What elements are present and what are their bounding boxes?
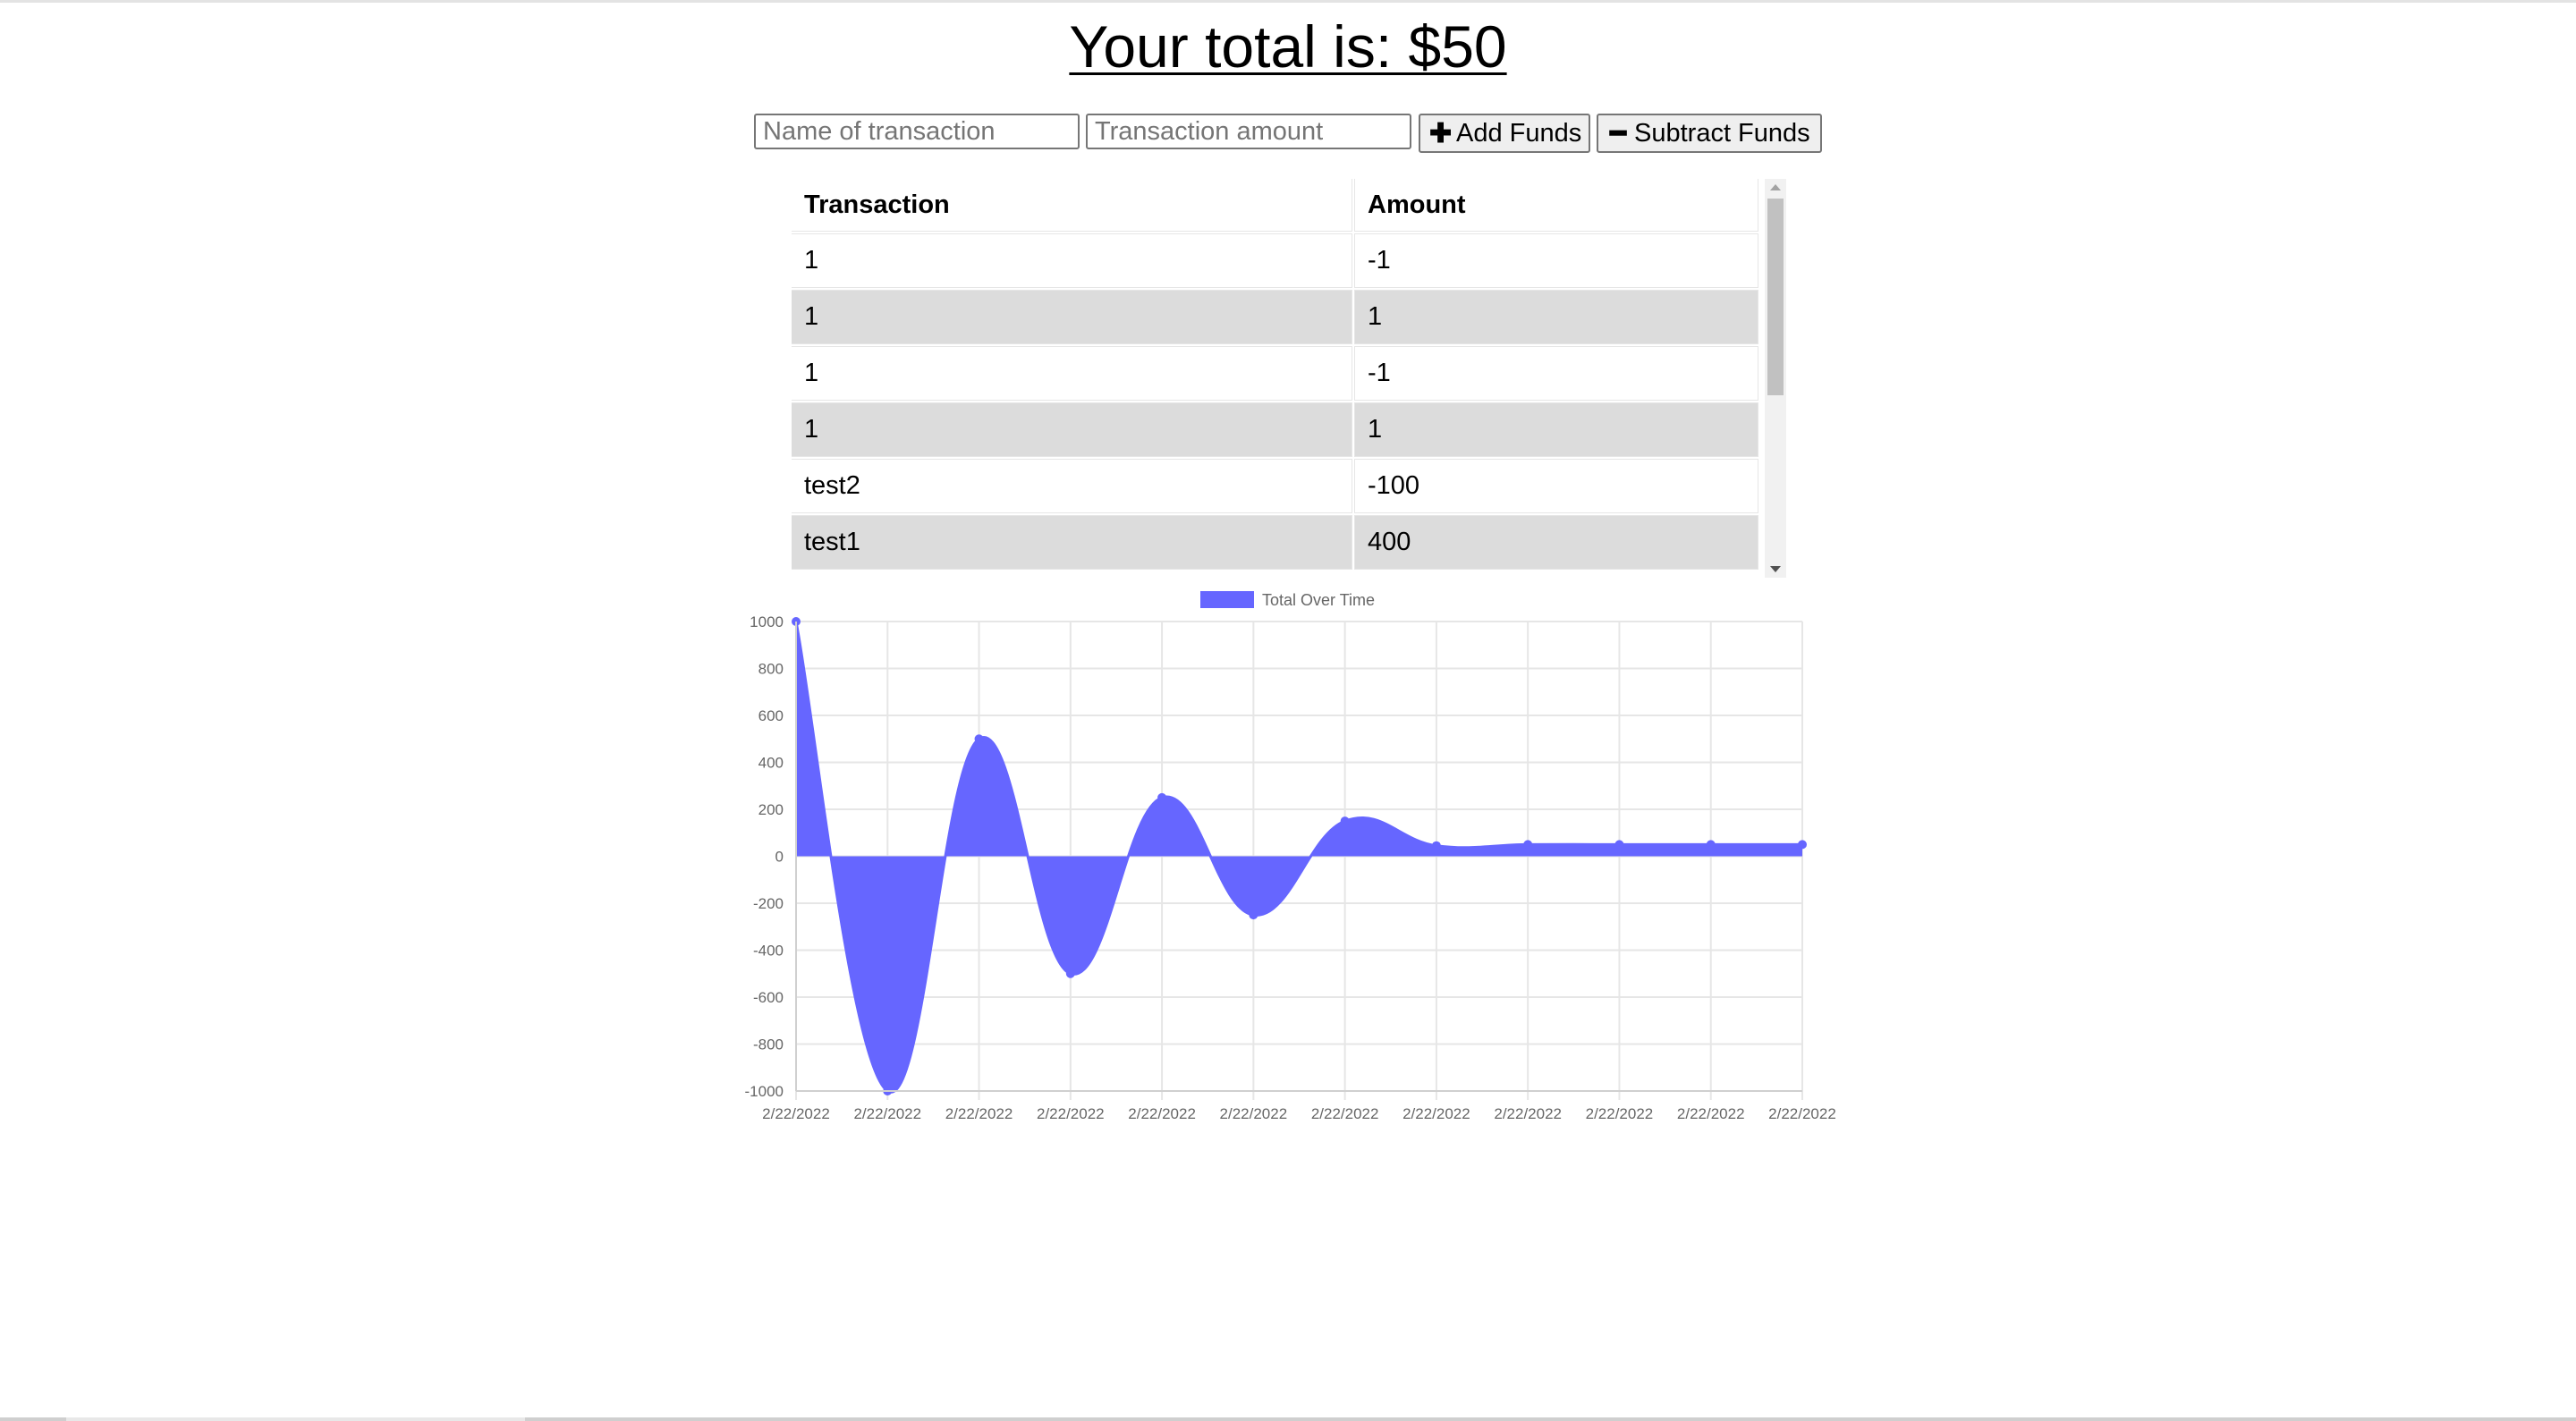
x-tick-label: 2/22/2022 (1402, 1105, 1470, 1122)
transaction-amount-cell: 1 (1354, 402, 1758, 457)
table-row: test1 400 (792, 515, 1758, 570)
data-point (1798, 840, 1807, 850)
subtract-funds-label: Subtract Funds (1634, 118, 1810, 148)
table-row: test2 -100 (792, 459, 1758, 513)
x-tick-label: 2/22/2022 (945, 1105, 1013, 1122)
y-tick-label: 0 (775, 849, 784, 866)
subtract-funds-button[interactable]: ━ Subtract Funds (1597, 114, 1822, 153)
series-area-total-over-time (796, 622, 1802, 1093)
data-point (1249, 910, 1258, 920)
x-tick-label: 2/22/2022 (1677, 1105, 1745, 1122)
table-row: 1 1 (792, 402, 1758, 457)
y-tick-label: -600 (753, 989, 784, 1006)
y-tick-label: -400 (753, 943, 784, 960)
x-tick-label: 2/22/2022 (1586, 1105, 1654, 1122)
transaction-name-input[interactable] (754, 114, 1080, 149)
column-header-transaction: Transaction (792, 179, 1352, 232)
legend-label: Total Over Time (1262, 591, 1375, 609)
x-tick-label: 2/22/2022 (1128, 1105, 1196, 1122)
table-row: 1 -1 (792, 233, 1758, 288)
y-tick-label: 600 (758, 707, 784, 724)
top-border (0, 0, 2576, 3)
data-point (974, 734, 984, 744)
series-line-total-over-time (794, 621, 1802, 1094)
x-tick-label: 2/22/2022 (1494, 1105, 1562, 1122)
legend-swatch (1200, 591, 1254, 608)
data-point (1431, 841, 1441, 850)
table-scrollbar[interactable] (1765, 179, 1786, 578)
scroll-up-arrow-icon[interactable] (1770, 184, 1781, 190)
data-point (1340, 816, 1350, 826)
plus-icon: ✚ (1429, 118, 1453, 148)
add-funds-label: Add Funds (1456, 118, 1582, 148)
x-tick-label: 2/22/2022 (1220, 1105, 1288, 1122)
transaction-name-cell: 1 (792, 346, 1352, 401)
transaction-name-cell: test2 (792, 459, 1352, 513)
x-tick-label: 2/22/2022 (1037, 1105, 1105, 1122)
data-point (1065, 968, 1075, 978)
y-tick-label: 800 (758, 661, 784, 678)
transaction-name-cell: 1 (792, 402, 1352, 457)
transaction-amount-cell: -100 (1354, 459, 1758, 513)
y-tick-label: -200 (753, 895, 784, 912)
data-point (1614, 840, 1624, 850)
x-tick-label: 2/22/2022 (762, 1105, 830, 1122)
y-tick-label: 1000 (750, 613, 784, 630)
transaction-name-cell: test1 (792, 515, 1352, 570)
transaction-amount-cell: -1 (1354, 346, 1758, 401)
table-header-row: Transaction Amount (792, 179, 1758, 232)
add-funds-button[interactable]: ✚ Add Funds (1419, 114, 1590, 153)
data-point (1523, 840, 1533, 850)
column-header-amount: Amount (1354, 179, 1758, 232)
transaction-amount-cell: 400 (1354, 515, 1758, 570)
scroll-down-arrow-icon[interactable] (1770, 566, 1781, 572)
transaction-amount-cell: 1 (1354, 290, 1758, 344)
y-tick-label: -1000 (745, 1083, 784, 1100)
scrollbar-thumb[interactable] (1767, 199, 1784, 395)
minus-icon: ━ (1609, 118, 1627, 148)
page-title: Your total is: $50 (1069, 13, 1507, 80)
chart-legend: Total Over Time (1200, 591, 1375, 609)
bottom-border (0, 1417, 2576, 1421)
data-point (1157, 792, 1167, 802)
data-point (1706, 840, 1716, 850)
transaction-amount-cell: -1 (1354, 233, 1758, 288)
y-tick-label: 400 (758, 755, 784, 772)
transaction-name-cell: 1 (792, 290, 1352, 344)
table-row: 1 -1 (792, 346, 1758, 401)
table-row: 1 1 (792, 290, 1758, 344)
y-tick-label: -800 (753, 1036, 784, 1053)
transactions-table-container: Transaction Amount 1 -1 1 1 1 -1 1 1 tes (792, 179, 1786, 578)
x-tick-label: 2/22/2022 (1311, 1105, 1379, 1122)
transactions-table: Transaction Amount 1 -1 1 1 1 -1 1 1 tes (792, 179, 1761, 572)
x-tick-label: 2/22/2022 (853, 1105, 921, 1122)
transaction-name-cell: 1 (792, 233, 1352, 288)
x-tick-label: 2/22/2022 (1768, 1105, 1836, 1122)
y-tick-label: 200 (758, 801, 784, 818)
transaction-amount-input[interactable] (1086, 114, 1411, 149)
